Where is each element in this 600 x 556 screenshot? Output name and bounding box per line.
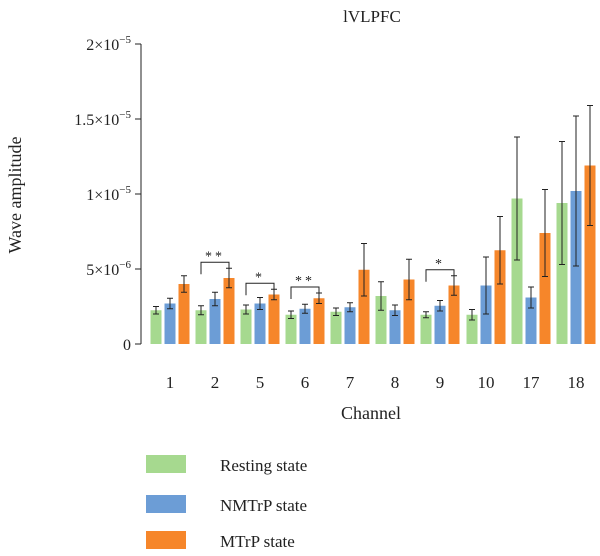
error-bar — [542, 189, 548, 277]
significance-marker: * — [255, 270, 265, 285]
bar-ch6-nmtrp-state — [299, 308, 311, 344]
bar-ch8-nmtrp-state — [389, 310, 401, 344]
error-bar — [243, 304, 249, 315]
error-bar — [347, 302, 353, 313]
legend: Resting state NMTrP state MTrP state — [146, 455, 307, 551]
x-tick-label: 6 — [301, 373, 310, 392]
legend-label: NMTrP state — [220, 496, 307, 515]
significance-marker: ** — [205, 249, 225, 264]
significance-marker: * — [435, 257, 445, 272]
x-tick-label: 1 — [166, 373, 175, 392]
legend-item: Resting state — [146, 455, 307, 475]
error-bar — [587, 105, 593, 226]
error-bar — [361, 243, 367, 297]
x-axis-label: Channel — [341, 403, 401, 423]
bar-ch2-nmtrp-state — [209, 299, 221, 344]
y-axis-ticks: 0 5×10−6 1×10−5 1.5×10−5 2×10−5 — [74, 34, 141, 354]
error-bar — [559, 141, 565, 265]
error-bar — [212, 291, 218, 307]
bar-ch18-resting-state — [556, 203, 568, 344]
error-bar — [153, 306, 159, 315]
legend-swatch — [146, 495, 186, 513]
error-bar — [514, 136, 520, 261]
y-tick-label: 1.5×10−5 — [74, 109, 131, 129]
legend-label: Resting state — [220, 456, 307, 475]
legend-item: NMTrP state — [146, 495, 307, 515]
bar-ch1-mtrp-state — [178, 284, 190, 344]
error-bar — [497, 216, 503, 285]
x-tick-label: 18 — [568, 373, 585, 392]
x-tick-label: 8 — [391, 373, 400, 392]
bar-ch7-resting-state — [330, 311, 342, 344]
significance-bracket: ** — [290, 274, 320, 299]
legend-item: MTrP state — [146, 531, 295, 551]
bar-ch1-resting-state — [150, 310, 162, 344]
bar-ch5-nmtrp-state — [254, 303, 266, 344]
bar-ch2-mtrp-state — [223, 278, 235, 344]
x-axis-ticks: 1 2 5 6 7 8 9 10 17 18 — [166, 373, 585, 392]
x-tick-label: 17 — [523, 373, 541, 392]
error-bar — [469, 309, 475, 321]
bar-ch2-resting-state — [195, 310, 207, 344]
bar-ch6-resting-state — [285, 314, 297, 344]
bar-ch8-resting-state — [375, 296, 387, 344]
bar-ch8-mtrp-state — [403, 279, 415, 344]
error-bar — [167, 297, 173, 310]
bar-ch10-nmtrp-state — [480, 285, 492, 344]
bar-ch17-resting-state — [511, 198, 523, 344]
y-axis-label: Wave amplitude — [5, 136, 25, 253]
error-bar — [528, 286, 534, 309]
x-tick-label: 9 — [436, 373, 445, 392]
error-bar — [406, 258, 412, 301]
bar-ch5-resting-state — [240, 309, 252, 344]
error-bar — [483, 256, 489, 315]
error-bar — [257, 297, 263, 310]
significance-marker: ** — [295, 274, 315, 289]
error-bar — [573, 115, 579, 267]
error-bars-group — [153, 105, 593, 321]
error-bar — [181, 275, 187, 293]
x-tick-label: 10 — [478, 373, 495, 392]
bar-ch9-resting-state — [420, 314, 432, 344]
y-tick-label: 5×10−6 — [86, 259, 131, 279]
error-bar — [437, 300, 443, 312]
error-bar — [333, 307, 339, 316]
y-tick-label: 2×10−5 — [86, 34, 131, 54]
bar-ch7-mtrp-state — [358, 269, 370, 344]
x-tick-label: 5 — [256, 373, 265, 392]
bar-ch10-resting-state — [466, 314, 478, 344]
significance-bracket: * — [245, 270, 275, 296]
bar-ch7-nmtrp-state — [344, 307, 356, 344]
significance-group: *** *** — [200, 249, 455, 299]
x-tick-label: 2 — [211, 373, 220, 392]
bar-ch10-mtrp-state — [494, 250, 506, 344]
error-bar — [198, 305, 204, 316]
error-bar — [288, 310, 294, 319]
error-bar — [392, 304, 398, 316]
legend-swatch — [146, 455, 186, 473]
error-bar — [423, 311, 429, 319]
bars-group — [150, 165, 596, 344]
chart-title: lVLPFC — [343, 7, 401, 26]
error-bar — [302, 303, 308, 314]
legend-label: MTrP state — [220, 532, 295, 551]
y-tick-label: 0 — [123, 337, 131, 354]
bar-ch17-nmtrp-state — [525, 297, 537, 344]
y-tick-label: 1×10−5 — [86, 184, 131, 204]
significance-bracket: * — [425, 257, 455, 282]
bar-ch9-nmtrp-state — [434, 305, 446, 344]
bar-ch18-nmtrp-state — [570, 191, 582, 344]
bar-ch18-mtrp-state — [584, 165, 596, 344]
bar-ch1-nmtrp-state — [164, 303, 176, 344]
x-tick-label: 7 — [346, 373, 355, 392]
error-bar — [378, 281, 384, 311]
legend-swatch — [146, 531, 186, 549]
bar-ch5-mtrp-state — [268, 294, 280, 344]
bar-ch9-mtrp-state — [448, 285, 460, 344]
significance-bracket: ** — [200, 249, 230, 275]
bar-ch6-mtrp-state — [313, 298, 325, 344]
bar-ch17-mtrp-state — [539, 233, 551, 344]
